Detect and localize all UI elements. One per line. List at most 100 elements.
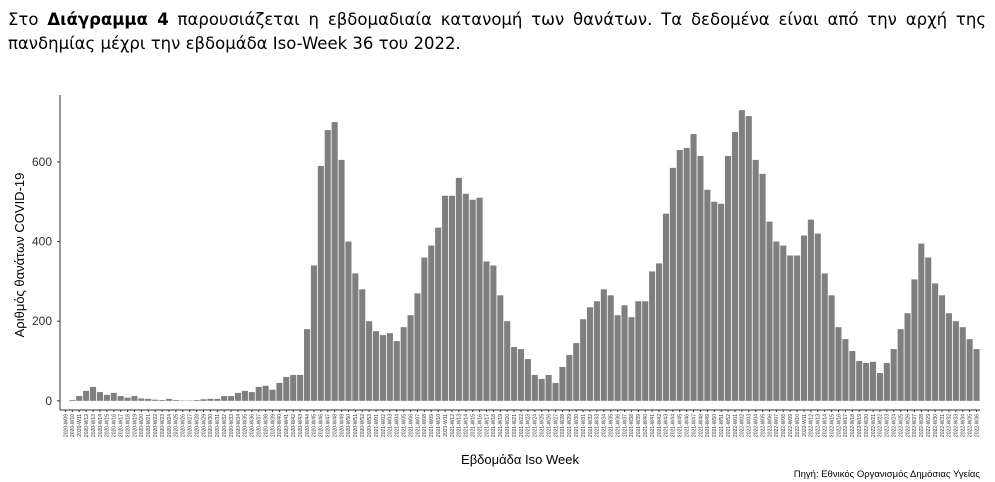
bar <box>421 257 428 401</box>
x-tick-label: 2021-W48 <box>698 414 704 437</box>
x-tick-label: 2022-W17 <box>843 414 849 437</box>
x-tick-label: 2020-W11 <box>77 414 83 437</box>
x-tick-label: 2022-W36 <box>974 414 980 437</box>
x-tick-label: 2022-W08 <box>781 414 787 437</box>
bar <box>725 155 732 401</box>
bar <box>766 221 773 401</box>
x-tick-label: 2020-W46 <box>319 414 325 437</box>
y-tick-label: 200 <box>32 314 52 328</box>
bar <box>600 289 607 401</box>
bar <box>697 155 704 401</box>
bar <box>856 361 863 401</box>
bar <box>255 386 262 401</box>
x-tick-label: 2022-W24 <box>892 414 898 437</box>
y-tick-label: 600 <box>32 155 52 169</box>
bar <box>269 389 276 401</box>
x-tick-label: 2020-W22 <box>153 414 159 437</box>
bar <box>145 398 152 401</box>
bar <box>704 189 711 401</box>
bar <box>345 241 352 401</box>
bar <box>621 305 628 401</box>
x-tick-label: 2021-W47 <box>691 414 697 437</box>
bar <box>379 335 386 401</box>
x-tick-label: 2021-W24 <box>533 414 539 437</box>
bar <box>918 243 925 401</box>
x-tick-label: 2020-W42 <box>291 414 297 437</box>
x-tick-label: 2022-W33 <box>954 414 960 437</box>
bar <box>117 396 124 401</box>
x-tick-label: 2021-W11 <box>443 414 449 437</box>
bar <box>545 374 552 401</box>
y-tick-label: 400 <box>32 235 52 249</box>
bar <box>814 233 821 401</box>
bar <box>124 397 131 401</box>
x-tick-label: 2020-W47 <box>326 414 332 437</box>
bar <box>442 195 449 401</box>
x-tick-label: 2022-W06 <box>767 414 773 437</box>
x-tick-label: 2021-W49 <box>705 414 711 437</box>
bar <box>959 327 966 401</box>
x-tick-label: 2020-W50 <box>346 414 352 437</box>
bar <box>331 122 338 401</box>
x-tick-label: 2021-W39 <box>636 414 642 437</box>
x-tick-label: 2022-W32 <box>947 414 953 437</box>
x-tick-label: 2021-W14 <box>464 414 470 437</box>
x-tick-label: 2021-W40 <box>643 414 649 437</box>
x-tick-label: 2021-W19 <box>498 414 504 437</box>
bar <box>386 333 393 401</box>
x-tick-label: 2022-W18 <box>850 414 856 437</box>
bar <box>945 313 952 401</box>
x-tick-label: 2020-W25 <box>174 414 180 437</box>
x-tick-label: 2021-W12 <box>450 414 456 437</box>
x-tick-label: 2021-W33 <box>595 414 601 437</box>
x-tick-label: 2020-W38 <box>263 414 269 437</box>
bar <box>262 385 269 401</box>
bar <box>138 398 145 401</box>
x-tick-label: 2021-W10 <box>436 414 442 437</box>
bar <box>531 374 538 401</box>
bar <box>780 245 787 401</box>
bar <box>731 132 739 401</box>
bar <box>455 177 462 401</box>
bar <box>352 273 359 401</box>
source: Πηγή: Εθνικός Οργανισμός Δημόσιας Υγείας <box>794 469 981 480</box>
bar <box>538 378 545 401</box>
x-tick-label: 2021-W15 <box>470 414 476 437</box>
bar <box>69 400 76 401</box>
x-tick-label: 2022-W31 <box>940 414 946 437</box>
x-tick-label: 2021-W37 <box>622 414 628 437</box>
x-tick-label: 2022-W22 <box>878 414 884 437</box>
bar <box>407 315 414 401</box>
bar <box>593 301 600 401</box>
bar <box>469 199 476 401</box>
bar <box>435 227 442 401</box>
x-tick-label: 2020-W53 <box>367 414 373 437</box>
bar <box>448 195 456 401</box>
x-tick-label: 2022-W09 <box>788 414 794 437</box>
bar <box>490 265 497 401</box>
bar <box>517 349 525 401</box>
x-tick-label: 2020-W45 <box>312 414 318 437</box>
intro-text: Στο Διάγραμμα 4 παρουσιάζεται η εβδομαδι… <box>8 8 986 56</box>
x-tick-label: 2020-W39 <box>270 414 276 437</box>
bar <box>897 329 904 401</box>
intro-part: παρουσιάζεται η εβδομαδιαία κατανομή των… <box>8 10 987 53</box>
bar <box>573 343 580 401</box>
x-tick-label: 2021-W28 <box>560 414 566 437</box>
x-tick-label: 2022-W27 <box>912 414 918 437</box>
x-tick-label: 2021-W03 <box>388 414 394 437</box>
x-tick-label: 2020-W33 <box>229 414 235 437</box>
x-tick-label: 2021-W25 <box>540 414 546 437</box>
bar <box>966 339 973 401</box>
y-tick-label: 0 <box>45 394 52 408</box>
bar <box>234 392 242 401</box>
x-tick-label: 2020-W32 <box>222 414 228 437</box>
x-tick-label: 2020-W24 <box>167 414 173 437</box>
bar <box>165 398 173 401</box>
x-tick-label: 2020-W19 <box>132 414 138 437</box>
x-tick-label: 2021-W01 <box>374 414 380 437</box>
x-tick-label: 2021-W36 <box>615 414 621 437</box>
x-tick-label: 2021-W29 <box>567 414 573 437</box>
x-tick-label: 2021-W04 <box>395 414 401 437</box>
